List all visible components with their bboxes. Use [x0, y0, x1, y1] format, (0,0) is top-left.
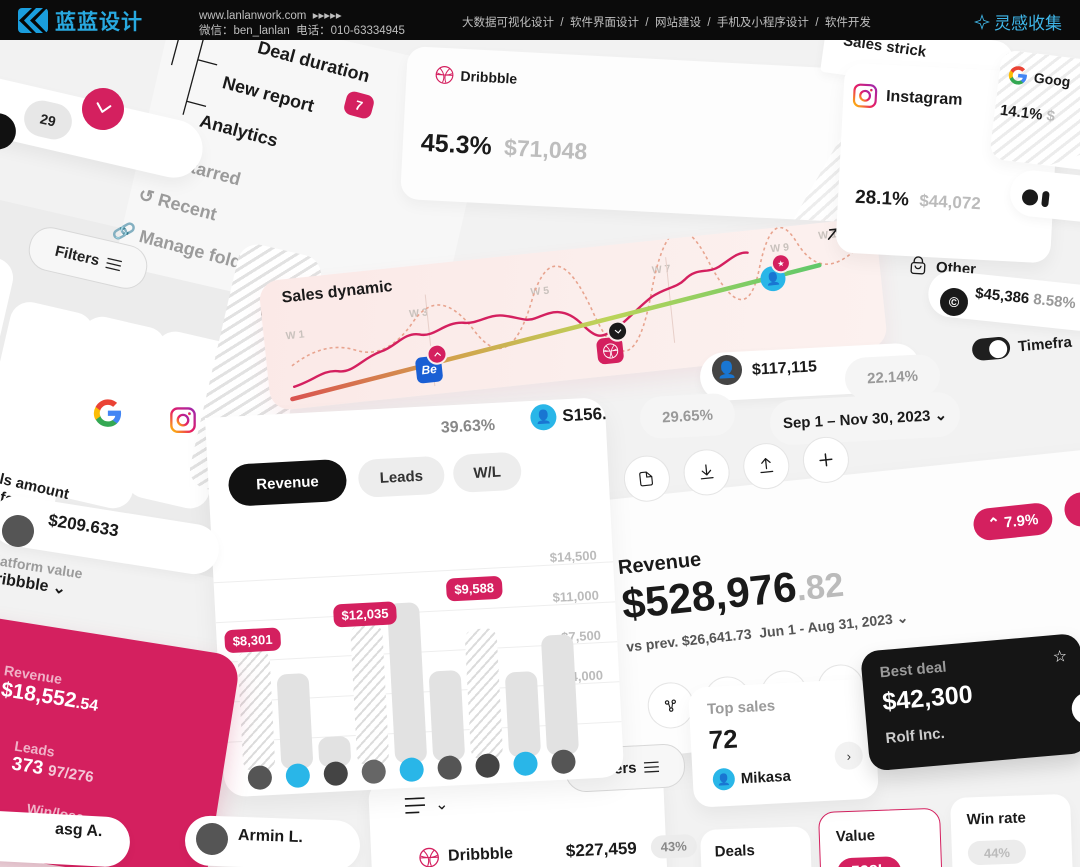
svg-text:W 1: W 1 [285, 328, 305, 342]
svg-text:W 5: W 5 [530, 285, 550, 299]
svg-text:W 7: W 7 [651, 263, 671, 277]
svg-text:W 3: W 3 [409, 306, 429, 320]
